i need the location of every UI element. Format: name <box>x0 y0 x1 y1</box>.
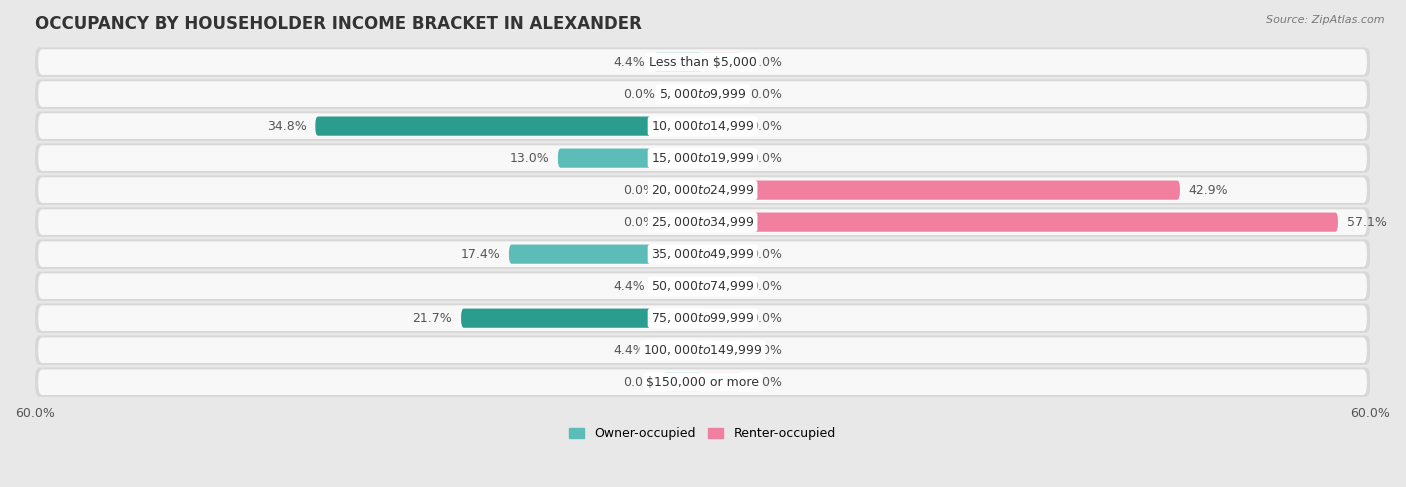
FancyBboxPatch shape <box>664 212 703 232</box>
FancyBboxPatch shape <box>35 336 1371 365</box>
FancyBboxPatch shape <box>38 81 1367 107</box>
FancyBboxPatch shape <box>703 85 741 104</box>
FancyBboxPatch shape <box>35 240 1371 269</box>
Text: 0.0%: 0.0% <box>751 56 782 69</box>
Text: 57.1%: 57.1% <box>1347 216 1386 228</box>
FancyBboxPatch shape <box>35 47 1371 77</box>
FancyBboxPatch shape <box>35 175 1371 205</box>
Text: 0.0%: 0.0% <box>623 216 655 228</box>
Text: 0.0%: 0.0% <box>751 151 782 165</box>
Text: 21.7%: 21.7% <box>412 312 453 325</box>
FancyBboxPatch shape <box>664 85 703 104</box>
Text: 4.4%: 4.4% <box>613 56 645 69</box>
Text: $15,000 to $19,999: $15,000 to $19,999 <box>651 151 755 165</box>
FancyBboxPatch shape <box>35 271 1371 301</box>
FancyBboxPatch shape <box>35 112 1371 141</box>
FancyBboxPatch shape <box>35 368 1371 397</box>
Text: $150,000 or more: $150,000 or more <box>647 375 759 389</box>
FancyBboxPatch shape <box>38 337 1367 363</box>
FancyBboxPatch shape <box>703 277 741 296</box>
FancyBboxPatch shape <box>703 212 1339 232</box>
FancyBboxPatch shape <box>461 309 703 328</box>
Text: 0.0%: 0.0% <box>751 280 782 293</box>
Legend: Owner-occupied, Renter-occupied: Owner-occupied, Renter-occupied <box>564 422 841 445</box>
FancyBboxPatch shape <box>703 116 741 136</box>
FancyBboxPatch shape <box>703 181 1180 200</box>
Text: 13.0%: 13.0% <box>509 151 548 165</box>
FancyBboxPatch shape <box>35 303 1371 333</box>
Text: Less than $5,000: Less than $5,000 <box>648 56 756 69</box>
Text: 0.0%: 0.0% <box>751 120 782 132</box>
FancyBboxPatch shape <box>38 305 1367 331</box>
FancyBboxPatch shape <box>558 149 703 168</box>
Text: $50,000 to $74,999: $50,000 to $74,999 <box>651 279 755 293</box>
FancyBboxPatch shape <box>38 370 1367 395</box>
FancyBboxPatch shape <box>315 116 703 136</box>
FancyBboxPatch shape <box>35 79 1371 109</box>
FancyBboxPatch shape <box>664 373 703 392</box>
Text: 0.0%: 0.0% <box>623 88 655 101</box>
FancyBboxPatch shape <box>703 53 741 72</box>
FancyBboxPatch shape <box>35 143 1371 173</box>
FancyBboxPatch shape <box>38 49 1367 75</box>
Text: $20,000 to $24,999: $20,000 to $24,999 <box>651 183 755 197</box>
Text: 17.4%: 17.4% <box>460 248 501 261</box>
Text: 0.0%: 0.0% <box>623 184 655 197</box>
FancyBboxPatch shape <box>38 209 1367 235</box>
FancyBboxPatch shape <box>703 340 741 360</box>
Text: 0.0%: 0.0% <box>751 88 782 101</box>
FancyBboxPatch shape <box>38 177 1367 203</box>
Text: 4.4%: 4.4% <box>613 280 645 293</box>
Text: 34.8%: 34.8% <box>267 120 307 132</box>
FancyBboxPatch shape <box>664 181 703 200</box>
Text: $25,000 to $34,999: $25,000 to $34,999 <box>651 215 755 229</box>
FancyBboxPatch shape <box>703 149 741 168</box>
Text: $75,000 to $99,999: $75,000 to $99,999 <box>651 311 755 325</box>
Text: $5,000 to $9,999: $5,000 to $9,999 <box>659 87 747 101</box>
FancyBboxPatch shape <box>703 373 741 392</box>
Text: 0.0%: 0.0% <box>751 248 782 261</box>
Text: 4.4%: 4.4% <box>613 344 645 356</box>
FancyBboxPatch shape <box>703 244 741 264</box>
Text: $10,000 to $14,999: $10,000 to $14,999 <box>651 119 755 133</box>
FancyBboxPatch shape <box>509 244 703 264</box>
FancyBboxPatch shape <box>35 207 1371 237</box>
FancyBboxPatch shape <box>703 309 741 328</box>
Text: Source: ZipAtlas.com: Source: ZipAtlas.com <box>1267 15 1385 25</box>
Text: OCCUPANCY BY HOUSEHOLDER INCOME BRACKET IN ALEXANDER: OCCUPANCY BY HOUSEHOLDER INCOME BRACKET … <box>35 15 641 33</box>
Text: 0.0%: 0.0% <box>751 344 782 356</box>
Text: 0.0%: 0.0% <box>751 312 782 325</box>
FancyBboxPatch shape <box>38 145 1367 171</box>
FancyBboxPatch shape <box>38 273 1367 299</box>
Text: $35,000 to $49,999: $35,000 to $49,999 <box>651 247 755 261</box>
FancyBboxPatch shape <box>654 53 703 72</box>
FancyBboxPatch shape <box>654 277 703 296</box>
Text: 0.0%: 0.0% <box>623 375 655 389</box>
FancyBboxPatch shape <box>38 113 1367 139</box>
Text: 42.9%: 42.9% <box>1189 184 1229 197</box>
Text: $100,000 to $149,999: $100,000 to $149,999 <box>643 343 762 357</box>
FancyBboxPatch shape <box>38 242 1367 267</box>
Text: 0.0%: 0.0% <box>751 375 782 389</box>
FancyBboxPatch shape <box>654 340 703 360</box>
